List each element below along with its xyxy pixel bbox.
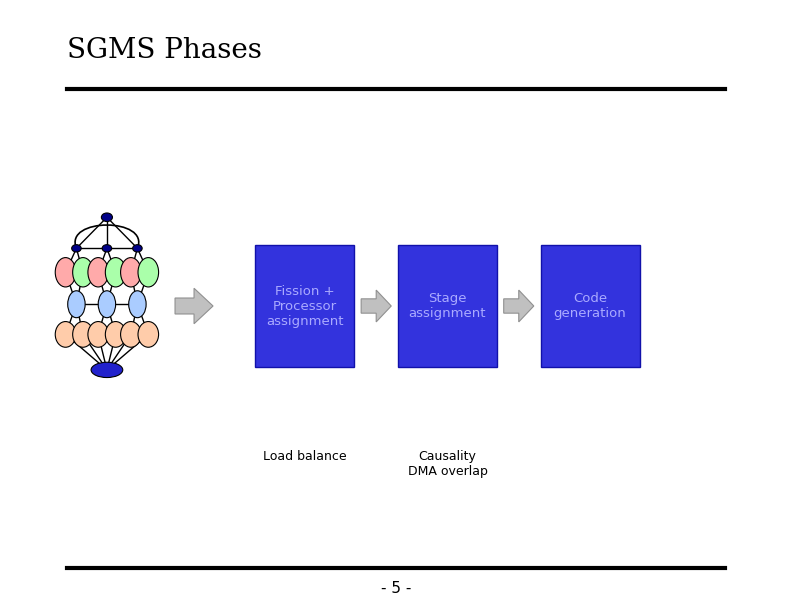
Circle shape xyxy=(101,213,112,222)
Ellipse shape xyxy=(91,362,123,378)
Ellipse shape xyxy=(120,321,141,347)
Polygon shape xyxy=(504,290,534,322)
Ellipse shape xyxy=(129,291,147,318)
Circle shape xyxy=(102,245,112,252)
Ellipse shape xyxy=(105,321,126,347)
Text: SGMS Phases: SGMS Phases xyxy=(67,37,262,64)
FancyBboxPatch shape xyxy=(255,245,355,367)
Text: - 5 -: - 5 - xyxy=(381,581,411,596)
Ellipse shape xyxy=(120,258,141,287)
Ellipse shape xyxy=(68,291,86,318)
Text: Code
generation: Code generation xyxy=(554,292,626,320)
Text: Load balance: Load balance xyxy=(263,450,347,463)
Ellipse shape xyxy=(88,321,109,347)
FancyBboxPatch shape xyxy=(540,245,639,367)
Ellipse shape xyxy=(138,321,158,347)
Text: Causality
DMA overlap: Causality DMA overlap xyxy=(408,450,487,478)
Ellipse shape xyxy=(73,258,93,287)
Ellipse shape xyxy=(98,291,116,318)
Ellipse shape xyxy=(88,258,109,287)
Text: Stage
assignment: Stage assignment xyxy=(409,292,486,320)
Circle shape xyxy=(72,245,81,252)
Polygon shape xyxy=(175,288,213,324)
Text: Fission +
Processor
assignment: Fission + Processor assignment xyxy=(266,285,344,327)
Ellipse shape xyxy=(105,258,126,287)
Ellipse shape xyxy=(55,321,76,347)
Polygon shape xyxy=(361,290,391,322)
Ellipse shape xyxy=(138,258,158,287)
Ellipse shape xyxy=(55,258,76,287)
FancyBboxPatch shape xyxy=(398,245,497,367)
Ellipse shape xyxy=(73,321,93,347)
Circle shape xyxy=(133,245,143,252)
